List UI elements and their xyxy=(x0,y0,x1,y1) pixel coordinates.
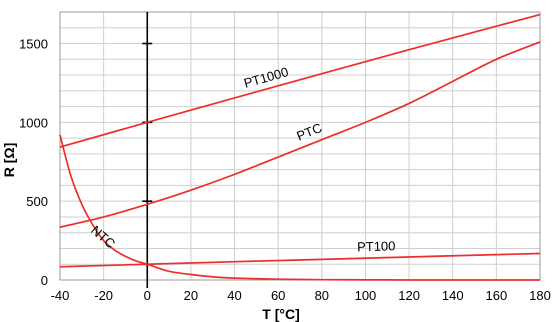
plot-border xyxy=(59,11,541,281)
x-tick-label: 40 xyxy=(227,288,241,303)
x-tick-label: 60 xyxy=(271,288,285,303)
x-axis-label: T [°C] xyxy=(262,306,299,322)
grid xyxy=(59,11,541,281)
x-tick-label: 100 xyxy=(355,288,377,303)
y-tick-label: 500 xyxy=(26,194,48,209)
x-tick-label: 120 xyxy=(398,288,420,303)
y-tick-label: 1500 xyxy=(19,37,48,52)
series-label-pt100: PT100 xyxy=(357,238,396,254)
x-tick-label: 80 xyxy=(315,288,329,303)
x-tick-label: 0 xyxy=(144,288,151,303)
x-tick-label: 140 xyxy=(442,288,464,303)
x-tick-label: 160 xyxy=(486,288,508,303)
tick-labels: -40 -20 0 20 40 60 80 100 120 140 160 180 0 500 1000 15… xyxy=(19,37,551,303)
y-axis-label: R [Ω] xyxy=(1,143,17,178)
series-line-pt1000 xyxy=(59,13,541,148)
y-tick-label: 1000 xyxy=(19,115,48,130)
x-tick-label: 20 xyxy=(184,288,198,303)
x-tick-label: -40 xyxy=(51,288,70,303)
x-tick-label: 180 xyxy=(529,288,551,303)
series-line-ptc xyxy=(59,41,541,229)
series-lines xyxy=(59,13,541,281)
y-tick-label: 0 xyxy=(41,273,48,288)
series-line-ntc xyxy=(59,134,540,281)
series-label-pt1000: PT1000 xyxy=(242,64,290,91)
axes xyxy=(142,12,153,288)
x-tick-label: -20 xyxy=(94,288,113,303)
